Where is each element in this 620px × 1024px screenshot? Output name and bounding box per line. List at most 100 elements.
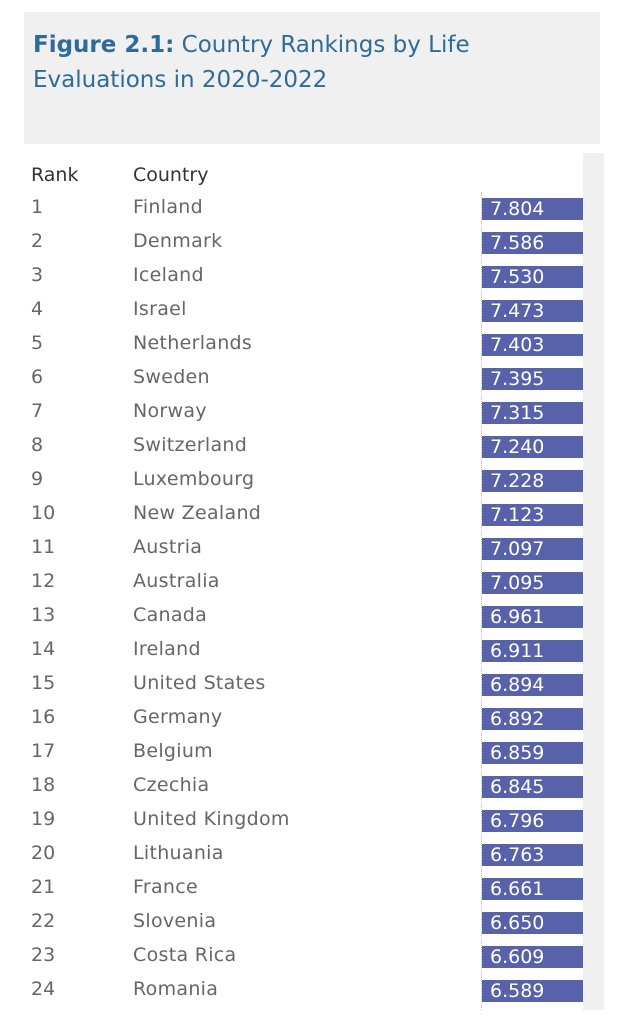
score-bar: 7.804 [482,198,583,220]
table-row: 18 Czechia 6.845 [0,770,600,804]
rank-cell: 3 [31,264,44,286]
score-bar: 6.661 [482,878,583,900]
score-bar: 7.097 [482,538,583,560]
table-row: 20 Lithuania 6.763 [0,838,600,872]
rank-cell: 12 [31,570,56,592]
rank-cell: 13 [31,604,56,626]
table-row: 1 Finland 7.804 [0,192,600,226]
rank-cell: 11 [31,536,56,558]
country-cell: United States [133,672,266,694]
rank-cell: 22 [31,910,56,932]
country-cell: Norway [133,400,207,422]
country-cell: Lithuania [133,842,224,864]
country-cell: Denmark [133,230,223,252]
score-label: 6.845 [490,776,545,798]
country-cell: Israel [133,298,187,320]
score-label: 6.894 [490,674,545,696]
rank-cell: 9 [31,468,44,490]
rank-cell: 7 [31,400,44,422]
table-row: 9 Luxembourg 7.228 [0,464,600,498]
score-bar: 6.961 [482,606,583,628]
score-label: 7.228 [490,470,545,492]
table-row: 23 Costa Rica 6.609 [0,940,600,974]
country-cell: Slovenia [133,910,217,932]
country-cell: Switzerland [133,434,248,456]
table-row: 19 United Kingdom 6.796 [0,804,600,838]
score-bar: 7.586 [482,232,583,254]
score-label: 7.095 [490,572,545,594]
country-cell: Belgium [133,740,213,762]
country-cell: Costa Rica [133,944,237,966]
score-bar: 7.240 [482,436,583,458]
rank-cell: 14 [31,638,56,660]
score-bar: 7.228 [482,470,583,492]
table-row: 11 Austria 7.097 [0,532,600,566]
table-row: 2 Denmark 7.586 [0,226,600,260]
country-cell: Czechia [133,774,210,796]
country-cell: Ireland [133,638,201,660]
table-row: 12 Australia 7.095 [0,566,600,600]
rank-cell: 17 [31,740,56,762]
rank-cell: 23 [31,944,56,966]
rank-cell: 15 [31,672,56,694]
country-cell: Romania [133,978,219,1000]
rank-cell: 21 [31,876,56,898]
score-label: 7.530 [490,266,545,288]
rank-cell: 16 [31,706,56,728]
rank-cell: 19 [31,808,56,830]
score-bar: 6.892 [482,708,583,730]
score-bar: 7.403 [482,334,583,356]
table-row: 13 Canada 6.961 [0,600,600,634]
table-row: 3 Iceland 7.530 [0,260,600,294]
country-cell: Netherlands [133,332,253,354]
rank-cell: 5 [31,332,44,354]
rank-cell: 8 [31,434,44,456]
score-bar: 6.845 [482,776,583,798]
country-cell: Luxembourg [133,468,255,490]
figure-title: Figure 2.1: Country Rankings by Life Eva… [33,28,573,98]
table-row: 5 Netherlands 7.403 [0,328,600,362]
figure-label: Figure 2.1: [33,32,175,58]
table-row: 10 New Zealand 7.123 [0,498,600,532]
table-row: 22 Slovenia 6.650 [0,906,600,940]
table-row: 4 Israel 7.473 [0,294,600,328]
rank-cell: 2 [31,230,44,252]
score-label: 7.586 [490,232,545,254]
table-row: 15 United States 6.894 [0,668,600,702]
score-label: 6.650 [490,912,545,934]
figure-title-text: Country Rankings by Life Evaluations in … [33,32,470,93]
country-cell: New Zealand [133,502,262,524]
score-bar: 7.315 [482,402,583,424]
country-cell: United Kingdom [133,808,290,830]
country-column-header: Country [133,164,209,186]
score-label: 7.123 [490,504,545,526]
score-bar: 6.911 [482,640,583,662]
rank-cell: 1 [31,196,44,218]
score-label: 7.804 [490,198,545,220]
country-cell: Sweden [133,366,210,388]
score-bar: 6.609 [482,946,583,968]
rank-cell: 24 [31,978,56,1000]
score-bar: 6.650 [482,912,583,934]
rank-cell: 10 [31,502,56,524]
score-label: 6.661 [490,878,545,900]
country-cell: Germany [133,706,223,728]
table-row: 21 France 6.661 [0,872,600,906]
rank-cell: 18 [31,774,56,796]
rank-column-header: Rank [31,164,79,186]
bar-axis-line [481,192,482,1010]
score-bar: 6.589 [482,980,583,1002]
score-label: 6.609 [490,946,545,968]
table-row: 16 Germany 6.892 [0,702,600,736]
score-label: 7.315 [490,402,545,424]
scroll-strip [583,153,604,1010]
score-label: 6.763 [490,844,545,866]
score-bar: 7.473 [482,300,583,322]
rank-cell: 20 [31,842,56,864]
table-row: 24 Romania 6.589 [0,974,600,1008]
country-cell: France [133,876,198,898]
title-panel [24,12,600,144]
score-bar: 7.123 [482,504,583,526]
table-row: 14 Ireland 6.911 [0,634,600,668]
score-label: 7.473 [490,300,545,322]
